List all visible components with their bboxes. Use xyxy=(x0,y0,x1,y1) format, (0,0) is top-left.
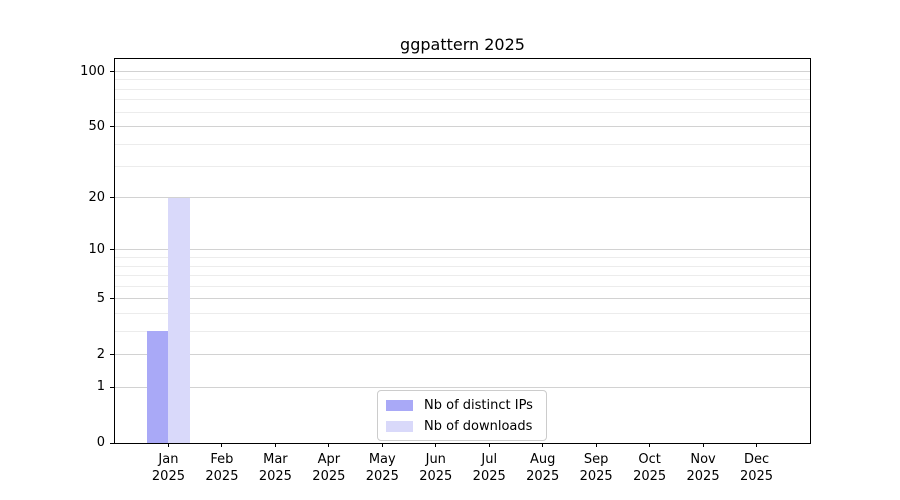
x-tick-year: 2025 xyxy=(365,469,399,484)
x-tick-mark xyxy=(756,443,758,447)
x-tick-year: 2025 xyxy=(151,469,185,484)
minor-gridline xyxy=(115,330,810,332)
x-tick-label: Jan 2025 xyxy=(136,451,200,485)
x-tick-label: Sep 2025 xyxy=(564,451,628,485)
y-tick-mark xyxy=(110,197,114,199)
x-tick-label: Nov 2025 xyxy=(671,451,735,485)
x-tick-year: 2025 xyxy=(739,469,774,484)
x-tick-label: Oct 2025 xyxy=(618,451,682,485)
x-tick-month: May xyxy=(368,452,396,467)
x-tick-month: Sep xyxy=(583,452,609,467)
y-tick-label: 100 xyxy=(80,63,105,79)
x-tick-year: 2025 xyxy=(205,469,239,484)
minor-gridline xyxy=(115,285,810,287)
y-tick-label: 2 xyxy=(96,346,105,362)
x-tick-year: 2025 xyxy=(258,469,292,484)
chart-title: ggpattern 2025 xyxy=(400,35,525,54)
x-tick-year: 2025 xyxy=(686,469,720,484)
x-tick-month: Jun xyxy=(425,452,446,467)
minor-gridline xyxy=(115,257,810,259)
x-tick-mark xyxy=(381,443,383,447)
y-tick-mark xyxy=(110,126,114,128)
bar-distinct-ips xyxy=(147,331,169,443)
minor-gridline xyxy=(115,111,810,113)
minor-gridline xyxy=(115,79,810,81)
legend: Nb of distinct IPs Nb of downloads xyxy=(377,390,547,441)
x-tick-label: Jun 2025 xyxy=(404,451,468,485)
minor-gridline xyxy=(115,265,810,267)
x-tick-month: Oct xyxy=(638,452,661,467)
x-tick-label: Jul 2025 xyxy=(457,451,521,485)
x-tick-mark xyxy=(649,443,651,447)
major-gridline xyxy=(115,126,810,128)
legend-entry-distinct-ips: Nb of distinct IPs xyxy=(386,397,538,413)
x-tick-year: 2025 xyxy=(526,469,560,484)
y-tick-mark xyxy=(110,249,114,251)
legend-label-distinct-ips: Nb of distinct IPs xyxy=(424,397,533,413)
bar-downloads xyxy=(168,197,190,443)
y-tick-mark xyxy=(110,71,114,73)
x-tick-year: 2025 xyxy=(419,469,453,484)
x-tick-mark xyxy=(435,443,437,447)
y-tick-label: 0 xyxy=(96,435,105,450)
x-tick-label: Dec 2025 xyxy=(725,451,789,485)
x-tick-label: Mar 2025 xyxy=(243,451,307,485)
y-tick-mark xyxy=(110,298,114,300)
x-tick-mark xyxy=(274,443,276,447)
x-tick-month: Aug xyxy=(529,452,556,467)
major-gridline xyxy=(115,197,810,199)
y-tick-mark xyxy=(110,354,114,356)
major-gridline xyxy=(115,71,810,73)
minor-gridline xyxy=(115,99,810,101)
x-tick-label: Aug 2025 xyxy=(511,451,575,485)
x-tick-label: Apr 2025 xyxy=(297,451,361,485)
legend-label-downloads: Nb of downloads xyxy=(424,418,533,434)
legend-swatch-downloads xyxy=(386,420,413,432)
x-tick-month: Mar xyxy=(263,452,288,467)
x-tick-month: Jul xyxy=(481,452,498,467)
major-gridline xyxy=(115,354,810,356)
y-tick-label: 10 xyxy=(88,241,105,257)
minor-gridline xyxy=(115,143,810,145)
y-tick-label: 50 xyxy=(88,118,105,134)
legend-swatch-distinct-ips xyxy=(386,399,413,411)
minor-gridline xyxy=(115,275,810,277)
x-tick-label: Feb 2025 xyxy=(190,451,254,485)
y-tick-mark xyxy=(110,442,114,444)
legend-entry-downloads: Nb of downloads xyxy=(386,418,538,434)
x-tick-mark xyxy=(328,443,330,447)
x-tick-mark xyxy=(167,443,169,447)
minor-gridline xyxy=(115,312,810,314)
y-tick-label: 20 xyxy=(88,189,105,205)
minor-gridline xyxy=(115,88,810,90)
y-tick-mark xyxy=(110,386,114,388)
x-tick-year: 2025 xyxy=(472,469,506,484)
minor-gridline xyxy=(115,166,810,168)
x-tick-mark xyxy=(221,443,223,447)
x-tick-label: May 2025 xyxy=(350,451,414,485)
x-tick-year: 2025 xyxy=(633,469,667,484)
x-tick-month: Jan xyxy=(158,452,179,467)
y-tick-label: 1 xyxy=(96,379,105,395)
y-tick-label: 5 xyxy=(96,290,105,306)
x-tick-mark xyxy=(542,443,544,447)
major-gridline xyxy=(115,386,810,388)
x-tick-mark xyxy=(488,443,490,447)
x-tick-year: 2025 xyxy=(579,469,613,484)
major-gridline xyxy=(115,298,810,300)
x-tick-month: Dec xyxy=(743,452,770,467)
x-tick-mark xyxy=(702,443,704,447)
major-gridline xyxy=(115,249,810,251)
plot-area: Nb of distinct IPs Nb of downloads Jan 20… xyxy=(80,58,811,484)
x-tick-mark xyxy=(595,443,597,447)
x-tick-month: Feb xyxy=(210,452,234,467)
x-tick-month: Nov xyxy=(690,452,716,467)
x-tick-month: Apr xyxy=(317,452,341,467)
x-tick-year: 2025 xyxy=(312,469,346,484)
